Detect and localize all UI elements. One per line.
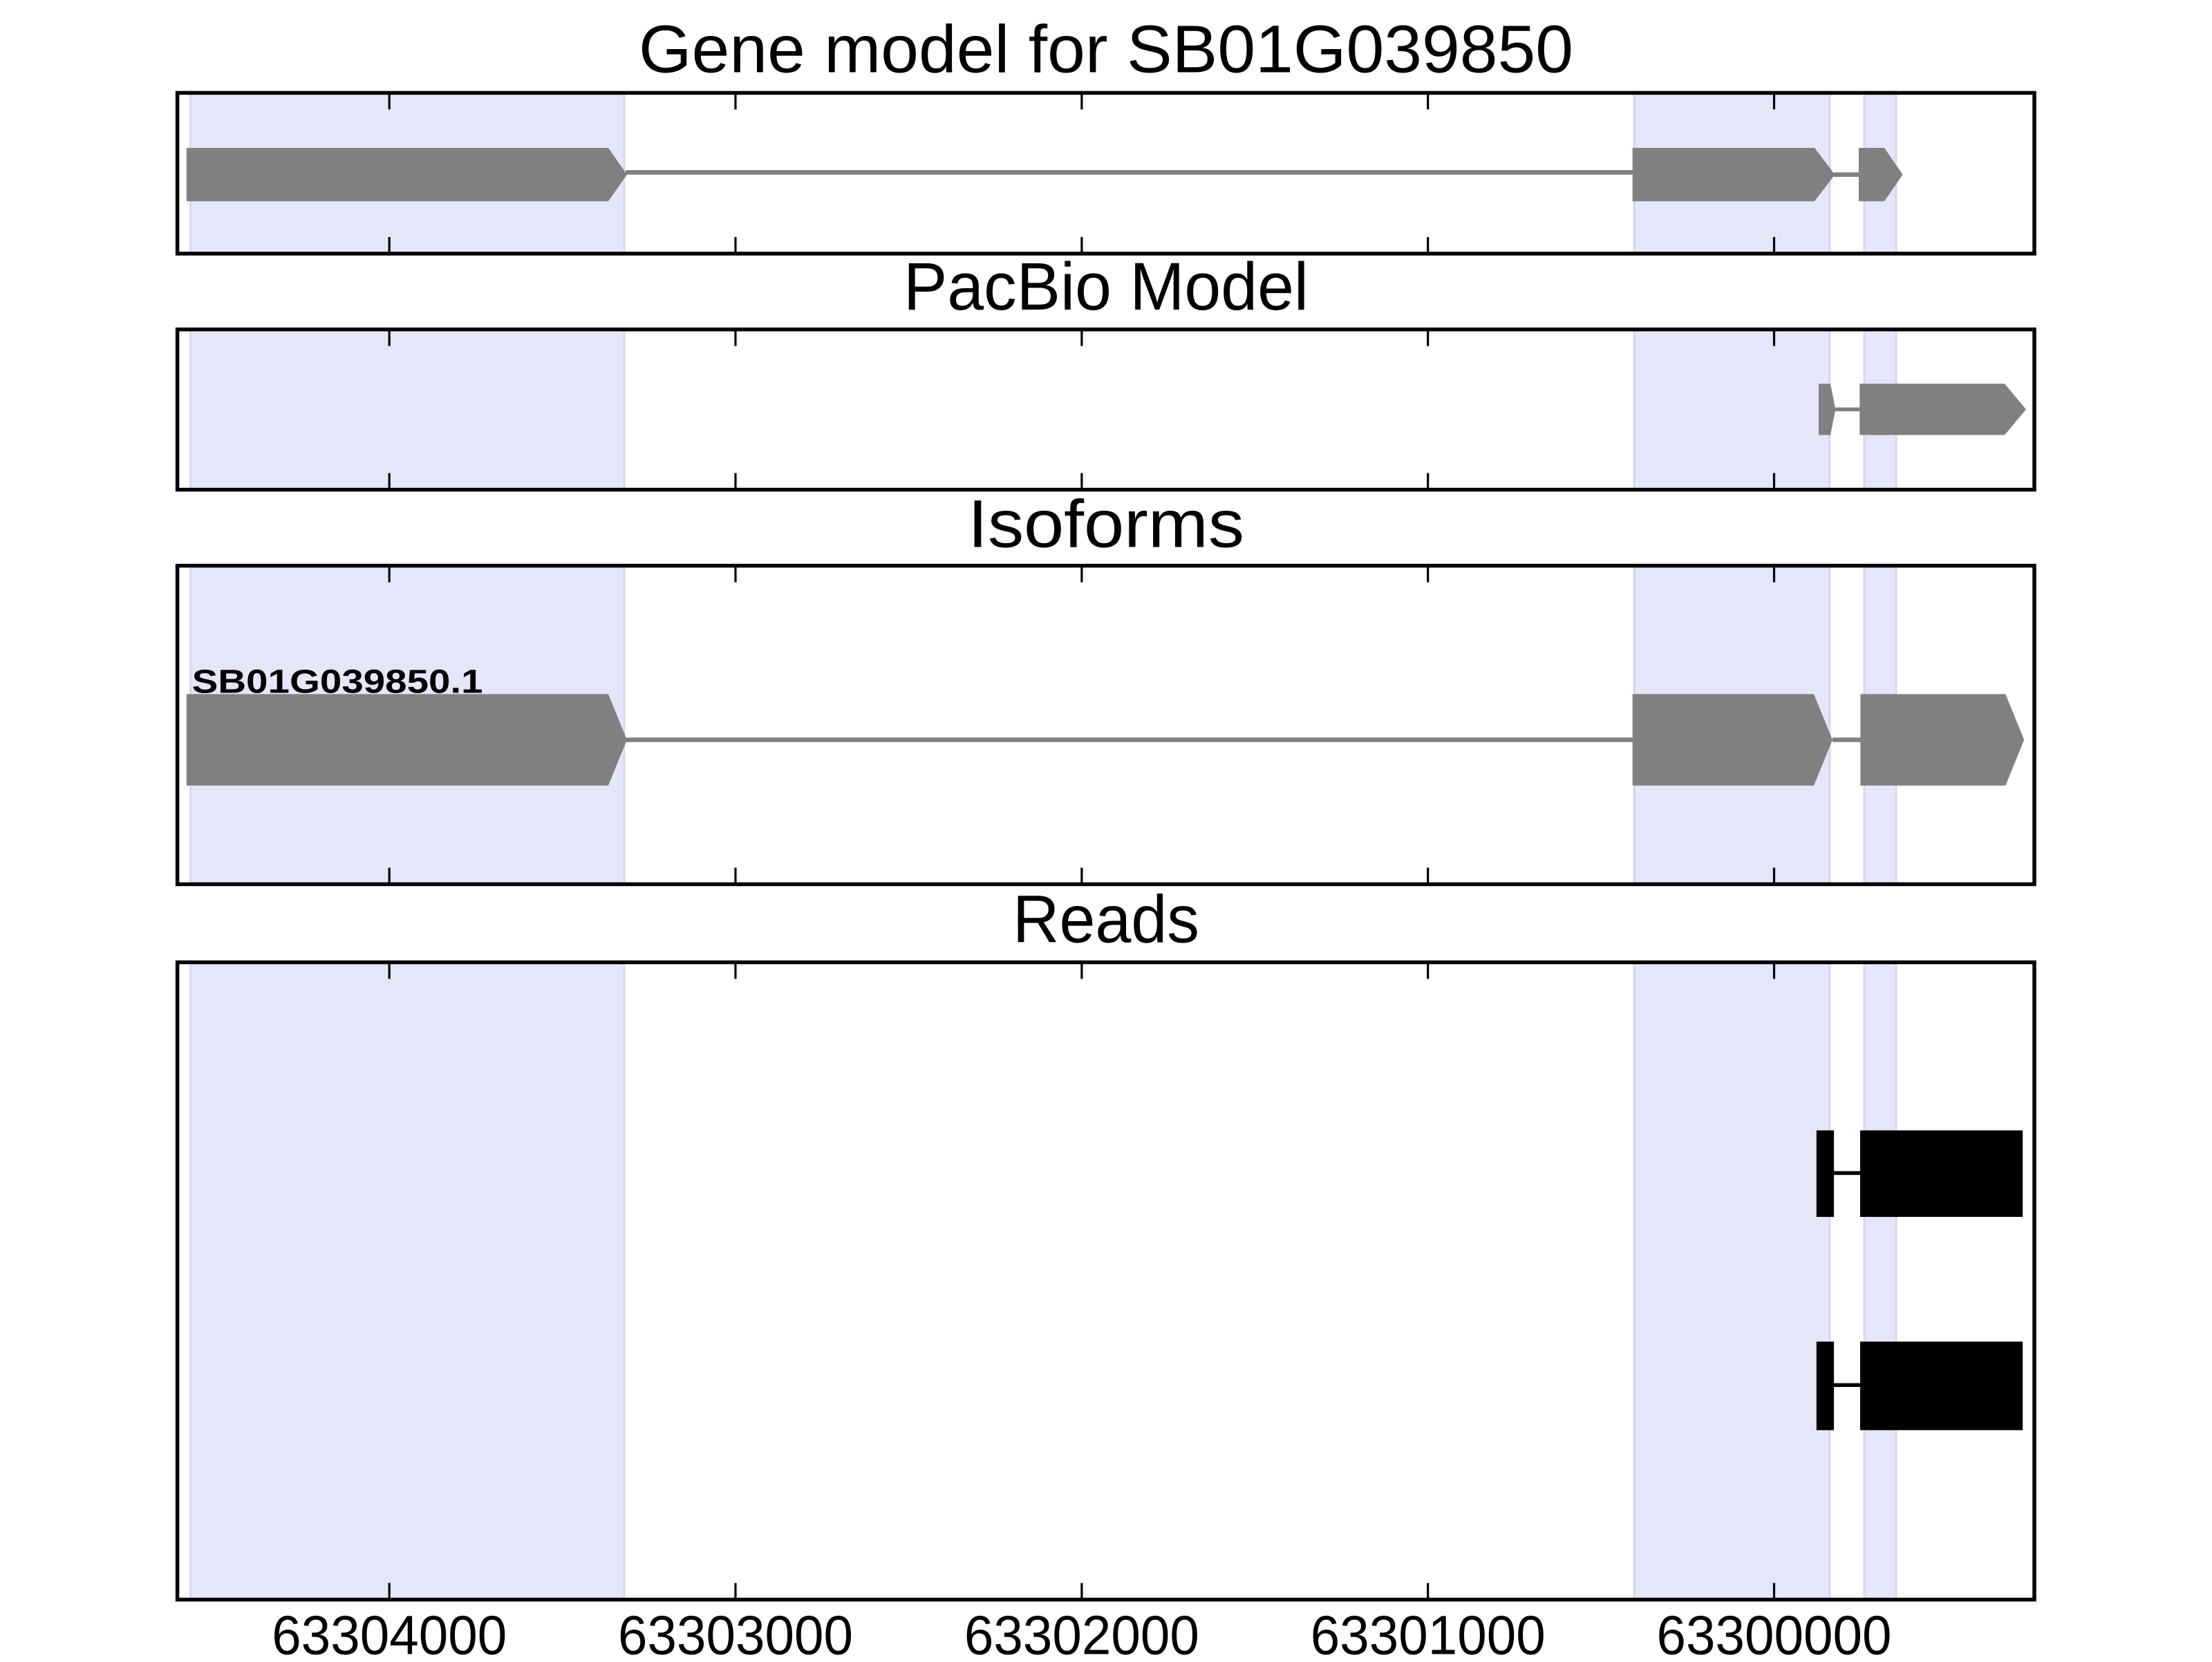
svg-text:63301000: 63301000 (1311, 1605, 1546, 1659)
svg-text:Gene model for SB01G039850: Gene model for SB01G039850 (639, 12, 1573, 87)
svg-text:63304000: 63304000 (272, 1605, 507, 1659)
svg-text:63300000: 63300000 (1657, 1605, 1892, 1659)
svg-text:Isoforms: Isoforms (968, 486, 1244, 561)
svg-text:Reads: Reads (1013, 882, 1199, 957)
svg-text:PacBio Model: PacBio Model (903, 249, 1309, 324)
svg-text:63303000: 63303000 (618, 1605, 853, 1659)
svg-text:63302000: 63302000 (964, 1605, 1199, 1659)
svg-text:SB01G039850.1: SB01G039850.1 (192, 664, 483, 701)
